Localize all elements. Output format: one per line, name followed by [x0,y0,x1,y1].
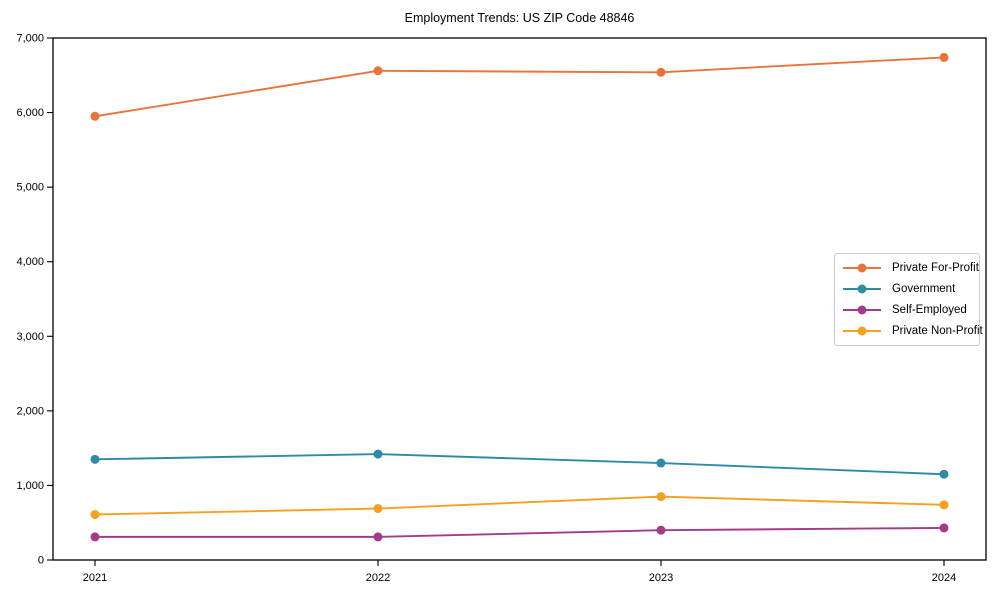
x-tick-label: 2024 [932,572,956,584]
y-tick-label: 1,000 [16,480,44,492]
legend-label-self-employed: Self-Employed [892,304,967,316]
legend-label-private-non-profit: Private Non-Profit [892,325,983,337]
line-series-private-non-profit [94,495,945,516]
legend-label-private-for-profit: Private For-Profit [892,262,979,274]
y-tick-label: 0 [38,555,44,567]
line-series-private-for-profit [94,56,945,118]
legend-marker-government [843,284,881,294]
data-point-private-non-profit-2023 [656,492,666,502]
legend-item-private-non-profit: Private Non-Profit [842,322,983,340]
plot-area-border [52,37,987,561]
data-point-private-for-profit-2024 [939,52,949,62]
data-point-government-2023 [656,458,666,468]
data-point-private-non-profit-2022 [373,504,383,514]
data-point-government-2021 [90,454,100,464]
y-tick-label: 7,000 [16,33,44,45]
y-tick-label: 4,000 [16,256,44,268]
legend-marker-private-for-profit [843,263,881,273]
data-point-private-for-profit-2021 [90,111,100,121]
y-tick-label: 6,000 [16,107,44,119]
data-point-private-non-profit-2021 [90,510,100,520]
legend-marker-private-non-profit [843,326,881,336]
data-point-self-employed-2021 [90,532,100,542]
x-tick-label: 2021 [83,572,107,584]
legend-marker-self-employed [843,305,881,315]
y-tick-label: 3,000 [16,331,44,343]
x-tick-label: 2023 [649,572,673,584]
legend-label-government: Government [892,283,956,295]
data-point-government-2024 [939,469,949,479]
x-tick-label: 2022 [366,572,390,584]
data-point-private-non-profit-2024 [939,500,949,510]
data-point-self-employed-2023 [656,525,666,535]
y-tick-label: 2,000 [16,405,44,417]
legend-item-government: Government [842,280,973,298]
data-point-government-2022 [373,449,383,459]
data-point-self-employed-2022 [373,532,383,542]
line-series-government [94,453,945,476]
line-series-self-employed [94,526,945,538]
data-point-private-for-profit-2023 [656,67,666,77]
data-point-private-for-profit-2022 [373,66,383,76]
legend-item-self-employed: Self-Employed [842,301,973,319]
chart-title: Employment Trends: US ZIP Code 48846 [404,11,635,25]
y-tick-label: 5,000 [16,182,44,194]
chart-legend: Private For-Profit Government Self-Employe… [834,253,983,346]
legend-item-private-for-profit: Private For-Profit [842,259,979,277]
data-point-self-employed-2024 [939,523,949,533]
